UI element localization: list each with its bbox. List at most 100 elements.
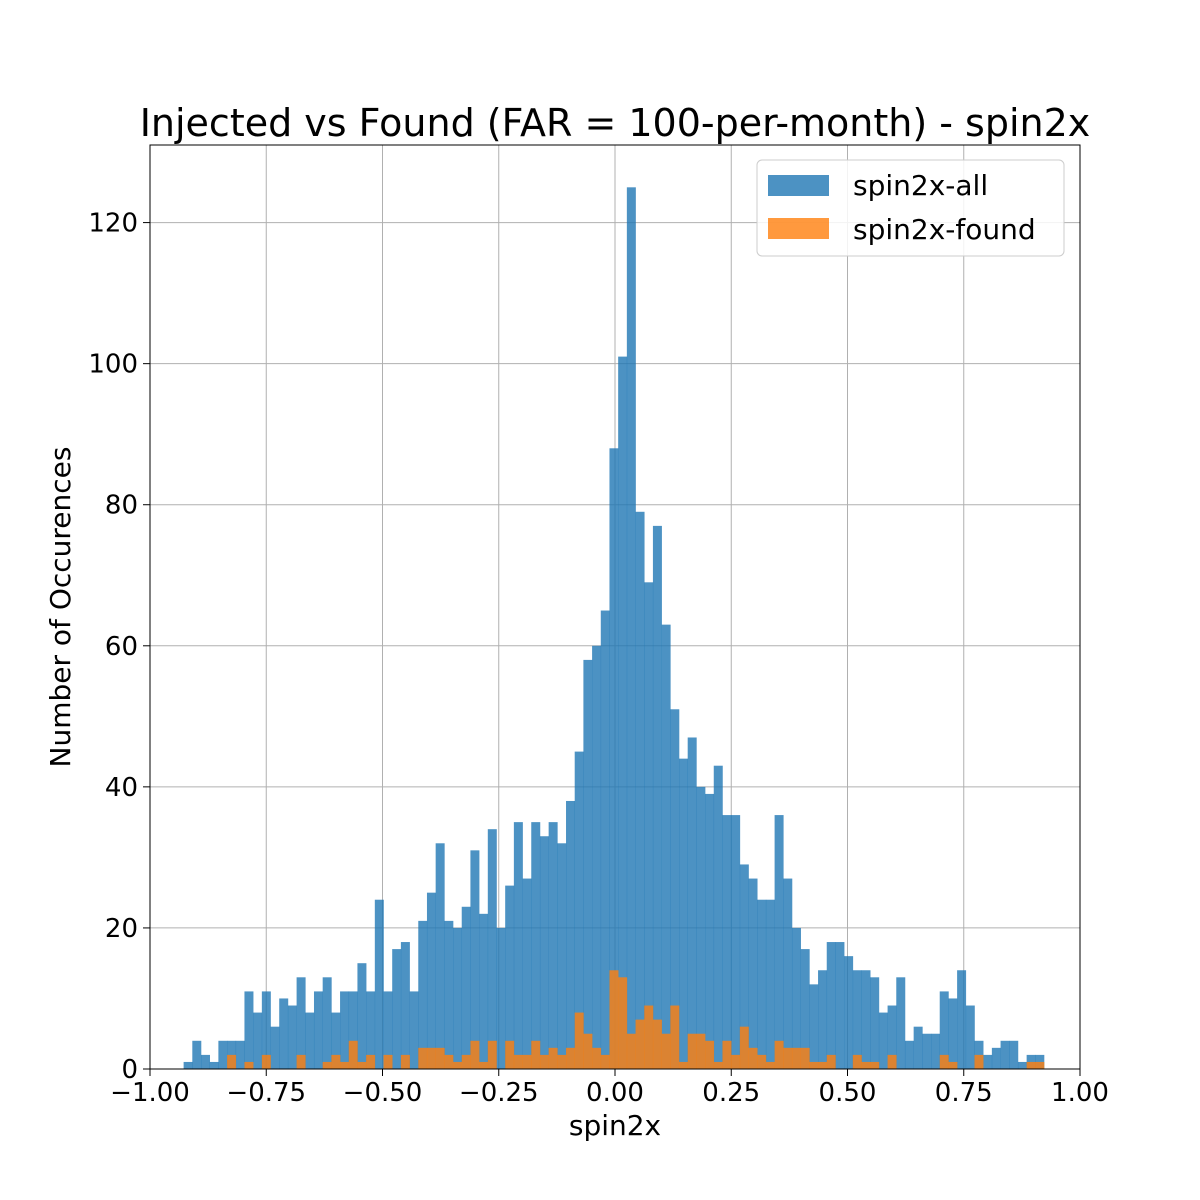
bar-spin2x-all [331, 1012, 341, 1069]
x-tick-label: 0.00 [586, 1078, 644, 1108]
bar-spin2x-found [583, 1033, 593, 1069]
bar-spin2x-all [844, 956, 854, 1069]
bar-spin2x-all [861, 970, 871, 1069]
y-tick-label: 20 [105, 914, 138, 944]
bar-spin2x-all [487, 829, 497, 1069]
bar-spin2x-found [426, 1047, 436, 1069]
bar-spin2x-found [479, 1061, 489, 1069]
bar-spin2x-all [748, 878, 758, 1069]
bar-spin2x-all [322, 977, 332, 1069]
series-spin2x-found [227, 970, 1045, 1069]
bar-spin2x-found [974, 1054, 984, 1069]
bar-spin2x-found [948, 1061, 958, 1069]
y-axis-label: Number of Occurences [44, 447, 77, 768]
y-tick-label: 60 [105, 632, 138, 662]
bar-spin2x-all [687, 737, 697, 1069]
bar-spin2x-found [322, 1061, 332, 1069]
bar-spin2x-all [348, 991, 358, 1069]
bar-spin2x-all [192, 1040, 202, 1069]
bar-spin2x-all [931, 1033, 941, 1069]
bar-spin2x-all [635, 511, 645, 1069]
bar-spin2x-all [313, 991, 323, 1069]
bar-spin2x-all [618, 356, 628, 1070]
bar-spin2x-all [818, 970, 828, 1069]
x-tick-label: −1.00 [110, 1078, 190, 1108]
bar-spin2x-all [539, 836, 549, 1069]
bar-spin2x-found [861, 1061, 871, 1069]
bar-spin2x-all [974, 1040, 984, 1069]
bar-spin2x-all [470, 850, 480, 1069]
bar-spin2x-all [218, 1040, 228, 1069]
bar-spin2x-all [279, 998, 289, 1069]
bar-spin2x-all [531, 822, 541, 1069]
bar-spin2x-all [209, 1061, 219, 1069]
y-tick-label: 40 [105, 773, 138, 803]
bar-spin2x-found [574, 1012, 584, 1069]
bar-spin2x-all [426, 892, 436, 1069]
bar-spin2x-all [592, 645, 602, 1069]
bar-spin2x-all [235, 1040, 245, 1069]
bar-spin2x-all [731, 815, 741, 1069]
bar-spin2x-all [574, 751, 584, 1069]
bar-spin2x-found [453, 1061, 463, 1069]
legend-swatch-found [768, 218, 829, 239]
y-axis-ticks: 0 20 40 60 80 100 120 [88, 209, 150, 1085]
bar-spin2x-all [479, 913, 489, 1069]
bar-spin2x-all [983, 1054, 993, 1069]
bar-spin2x-found [618, 977, 628, 1069]
bar-spin2x-all [409, 991, 419, 1069]
bar-spin2x-found [852, 1054, 862, 1069]
x-axis-ticks: −1.00 −0.75 −0.50 −0.25 0.00 0.25 0.50 0.75 1.00 [110, 1069, 1109, 1108]
bar-spin2x-found [548, 1047, 558, 1069]
bar-spin2x-all [505, 885, 515, 1069]
bar-spin2x-found [765, 1061, 775, 1069]
bar-spin2x-all [227, 1040, 237, 1069]
bar-spin2x-found [348, 1040, 358, 1069]
bar-spin2x-all [809, 984, 819, 1069]
bar-spin2x-found [678, 1061, 688, 1069]
bar-spin2x-all [287, 1005, 297, 1069]
bar-spin2x-found [296, 1054, 306, 1069]
bar-spin2x-found [635, 1019, 645, 1069]
bar-spin2x-found [826, 1054, 836, 1069]
bar-spin2x-all [366, 991, 376, 1069]
bar-spin2x-all [800, 949, 810, 1069]
bar-spin2x-found [1026, 1061, 1036, 1069]
bar-spin2x-all [583, 659, 593, 1069]
bar-spin2x-found [340, 1061, 350, 1069]
bar-spin2x-all [948, 998, 958, 1069]
bar-spin2x-found [626, 1033, 636, 1069]
bar-spin2x-found [261, 1054, 271, 1069]
legend-label-found: spin2x-found [853, 213, 1036, 246]
bar-spin2x-all [739, 864, 749, 1069]
bar-spin2x-found [470, 1040, 480, 1069]
bar-spin2x-found [687, 1033, 697, 1069]
bar-spin2x-all [383, 991, 393, 1069]
bar-spin2x-all [1000, 1040, 1010, 1069]
bar-spin2x-all [305, 1012, 315, 1069]
bar-spin2x-found [609, 970, 619, 1069]
bar-spin2x-found [487, 1040, 497, 1069]
bar-spin2x-found [887, 1054, 897, 1069]
legend-frame [756, 159, 1065, 257]
bar-spin2x-found [652, 1019, 662, 1069]
bar-spin2x-all [896, 977, 906, 1069]
x-tick-label: −0.25 [459, 1078, 539, 1108]
x-tick-label: −0.50 [343, 1078, 423, 1108]
bar-spin2x-all [696, 786, 706, 1069]
bar-spin2x-found [722, 1040, 732, 1069]
bar-spin2x-found [227, 1054, 237, 1069]
legend: spin2x-all spin2x-found [756, 159, 1065, 257]
legend-label-all: spin2x-all [853, 169, 988, 202]
bar-spin2x-found [366, 1054, 376, 1069]
bar-spin2x-found [522, 1054, 532, 1069]
bar-spin2x-found [592, 1047, 602, 1069]
bar-spin2x-all [852, 970, 862, 1069]
bar-spin2x-all [870, 977, 880, 1069]
bar-spin2x-all [965, 1005, 975, 1069]
bar-spin2x-found [435, 1047, 445, 1069]
bar-spin2x-found [1035, 1061, 1045, 1069]
bar-spin2x-found [705, 1040, 715, 1069]
x-tick-label: 0.25 [702, 1078, 760, 1108]
